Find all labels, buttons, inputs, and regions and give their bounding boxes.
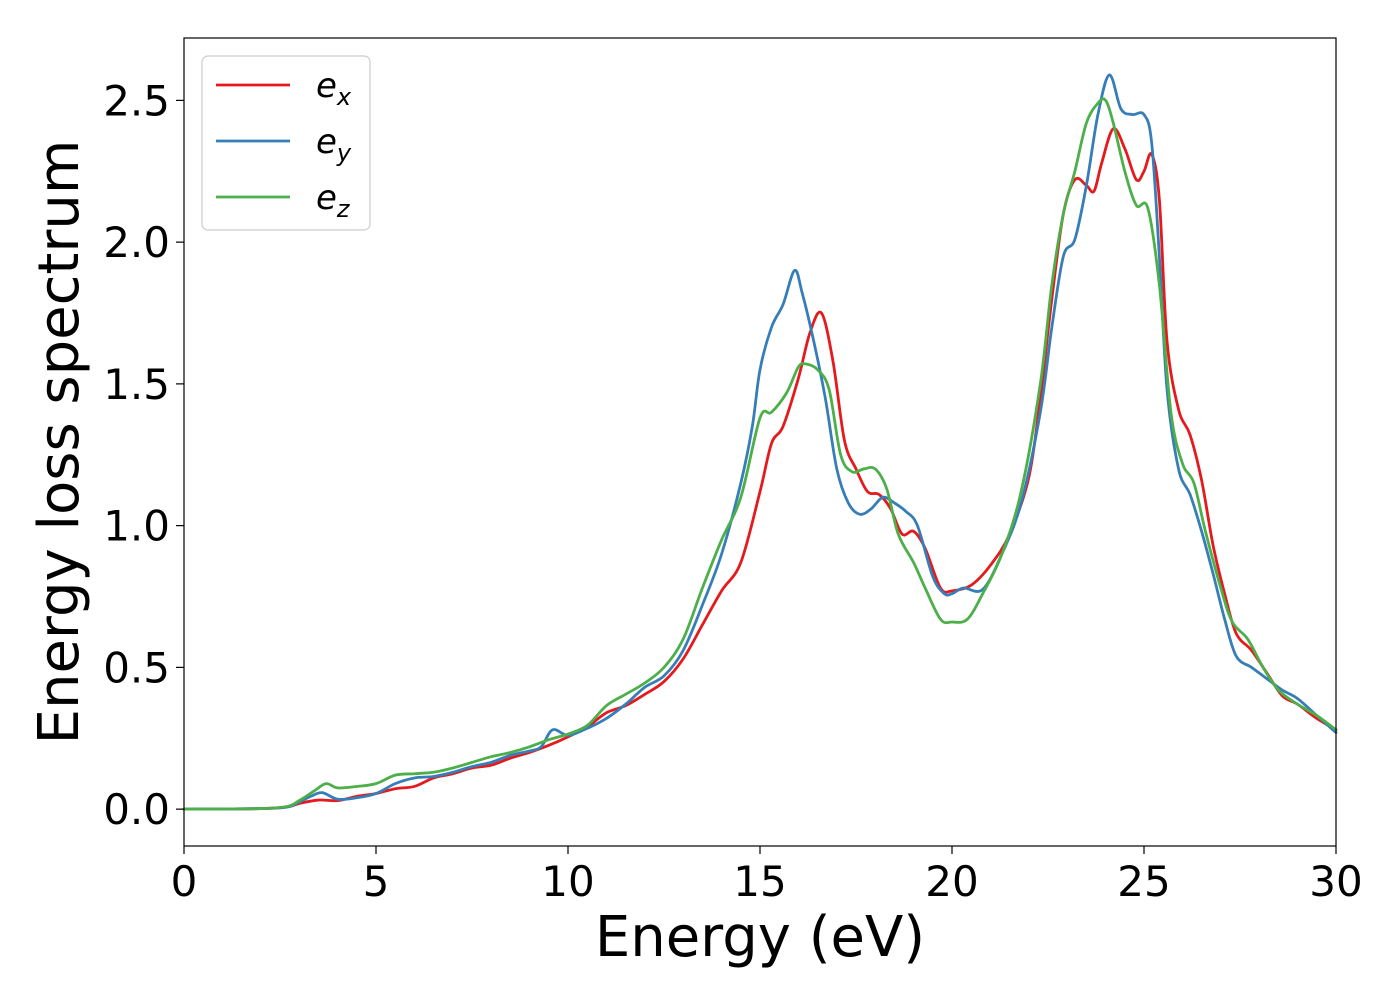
series-line-z: [182, 97, 1338, 811]
x-tick-label: 10: [541, 857, 594, 906]
x-tick-label: 25: [1117, 857, 1170, 906]
legend-label-y: ey: [316, 122, 352, 167]
legend-box: [201, 55, 371, 231]
y-tick-label: 1.0: [103, 502, 170, 551]
y-axis: 0.0 0.5 1.0 1.5 2.0 2.5: [103, 76, 184, 834]
y-tick-label: 1.5: [103, 360, 170, 409]
y-tick-label: 0.0: [103, 785, 170, 834]
x-axis-label: Energy (eV): [595, 905, 925, 970]
y-tick-label: 2.5: [103, 76, 170, 125]
x-tick-label: 30: [1309, 857, 1362, 906]
legend-label-x: ex: [316, 66, 352, 111]
x-tick-label: 20: [925, 857, 978, 906]
series-layer: [182, 73, 1338, 811]
series-line-x: [182, 127, 1338, 811]
legend-label-z: ez: [316, 178, 351, 223]
x-tick-label: 15: [733, 857, 786, 906]
x-tick-label: 0: [171, 857, 198, 906]
y-tick-label: 2.0: [103, 218, 170, 267]
legend: ex ey ez: [201, 55, 371, 231]
y-axis-label: Energy loss spectrum: [27, 140, 92, 745]
y-tick-label: 0.5: [103, 643, 170, 692]
x-axis: 0 5 10 15 20 25 30: [171, 846, 1363, 906]
x-tick-label: 5: [363, 857, 390, 906]
